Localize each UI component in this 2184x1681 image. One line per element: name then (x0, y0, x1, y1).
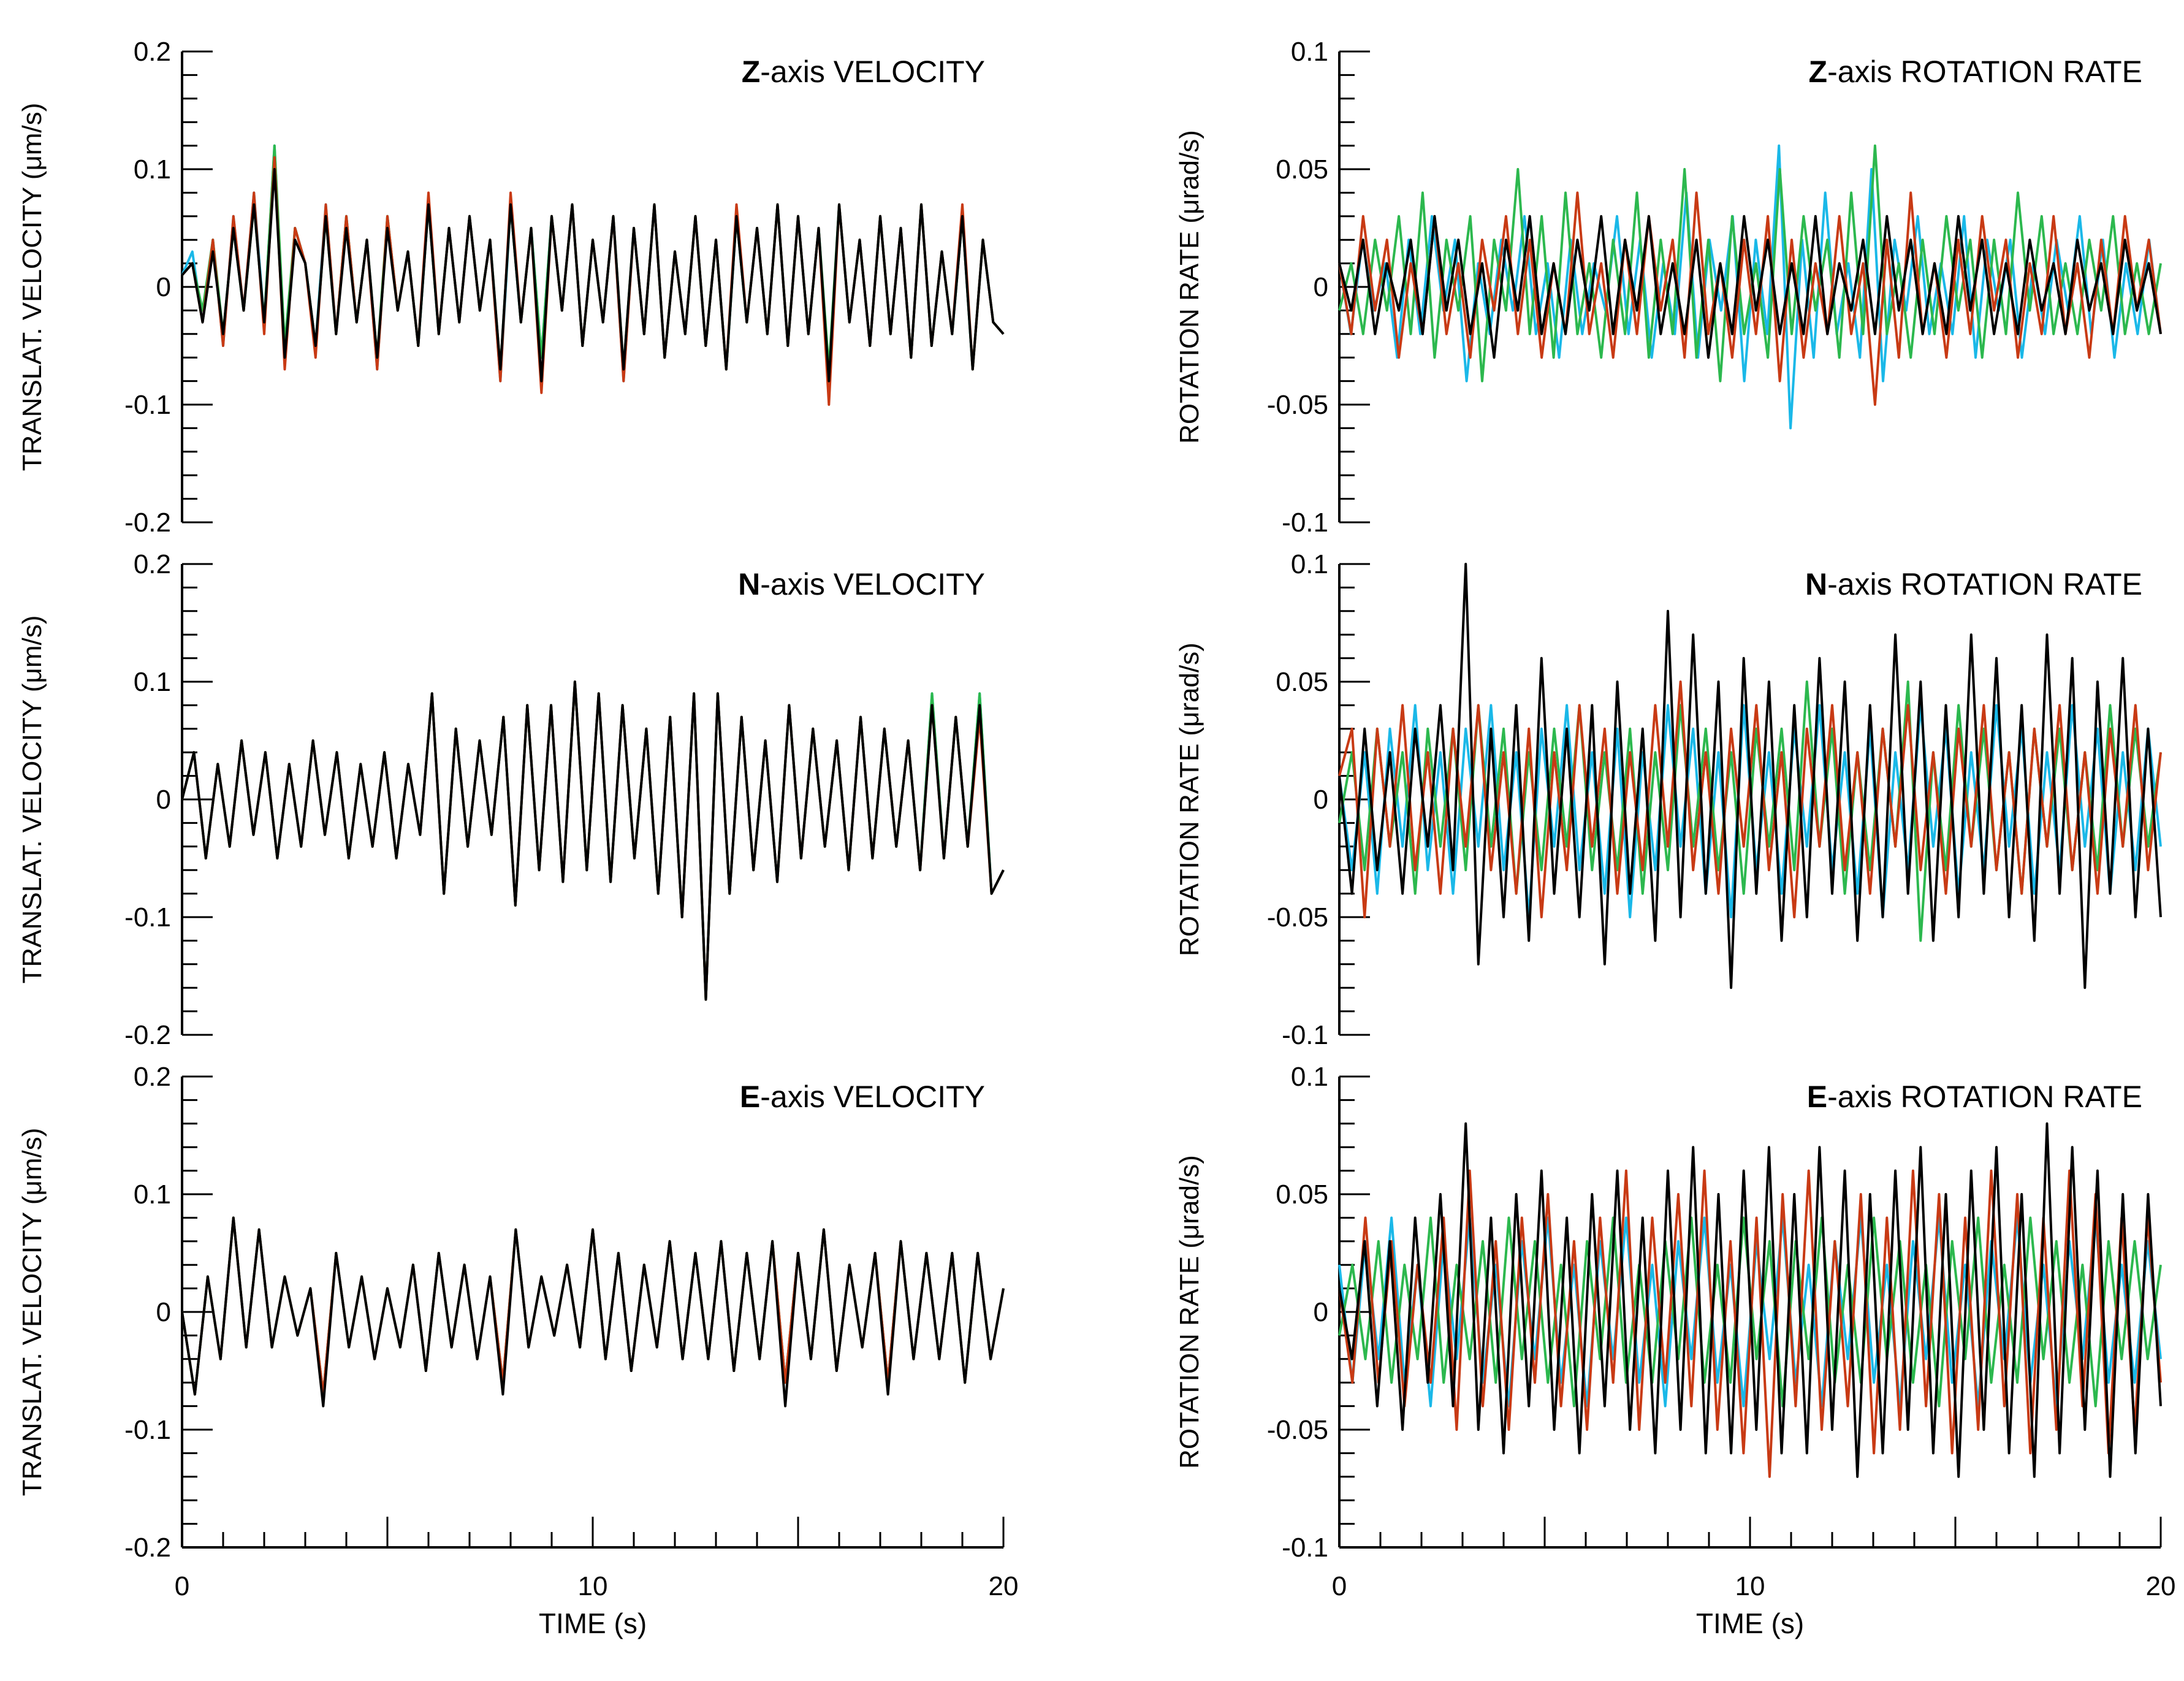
panel-title-axis-letter: N (1805, 567, 1827, 601)
panel-title: E-axis ROTATION RATE (1807, 1080, 2142, 1114)
x-tick-label: 20 (989, 1571, 1019, 1601)
y-axis-title: TRANSLAT. VELOCITY (μm/s) (17, 616, 47, 984)
x-tick-label: 10 (578, 1571, 608, 1601)
panel-n-velocity: 0.2 0.1 0 -0.1 -0.2 TRANSLAT. VELOCITY (μm/s)… (17, 549, 1005, 1050)
panel-n-rotation: 0.1 0.05 0 -0.05 -0.1 ROTATION RATE (μrad/s) N… (1174, 549, 2162, 1050)
series-line-black (1338, 563, 2162, 989)
series-line-black (181, 1216, 1005, 1408)
y-tick-label: -0.05 (1267, 902, 1328, 932)
x-tick-label: 20 (2146, 1571, 2176, 1601)
y-tick-label: 0 (156, 1297, 171, 1327)
y-axis-title: ROTATION RATE (μrad/s) (1174, 130, 1204, 444)
panel-e-rotation: 0.1 0.05 0 -0.05 -0.1 ROTATION RATE (μrad/s) E… (1174, 1062, 2175, 1639)
panel-title: N-axis VELOCITY (738, 567, 985, 601)
y-tick-label: -0.1 (1282, 1020, 1328, 1050)
panel-title-text: -axis VELOCITY (760, 1080, 985, 1114)
panel-title-text: -axis VELOCITY (760, 55, 985, 89)
y-tick-label: 0.05 (1276, 1180, 1328, 1210)
panel-title-text: -axis ROTATION RATE (1827, 1080, 2142, 1114)
panel-z-rotation: 0.1 0.05 0 -0.05 -0.1 ROTATION RATE (μrad/s) Z… (1174, 37, 2162, 538)
panel-e-velocity: 0.2 0.1 0 -0.1 -0.2 TRANSLAT. VELOCITY (μm/s)… (17, 1062, 1018, 1639)
y-tick-label: 0.1 (1291, 549, 1328, 579)
x-axis-title: TIME (s) (1696, 1607, 1804, 1639)
series-line-black (181, 168, 1005, 383)
series-line-red (1338, 1169, 2162, 1478)
y-tick-label: -0.1 (124, 902, 171, 932)
y-axis-title: ROTATION RATE (μrad/s) (1174, 1155, 1204, 1469)
y-tick-label: 0.05 (1276, 154, 1328, 185)
y-tick-label: 0 (1314, 272, 1328, 302)
panel-title-axis-letter: N (738, 567, 760, 601)
panel-title-text: -axis VELOCITY (760, 567, 985, 601)
y-tick-label: 0.1 (1291, 37, 1328, 67)
y-tick-label: 0.2 (134, 37, 171, 67)
y-tick-label: 0 (156, 785, 171, 815)
panel-title-axis-letter: E (740, 1080, 760, 1114)
series-line-black (181, 680, 1005, 1001)
y-tick-label: 0.05 (1276, 667, 1328, 697)
series-line-black (1338, 1122, 2162, 1478)
y-tick-label: -0.1 (1282, 1533, 1328, 1563)
y-tick-label: -0.05 (1267, 1415, 1328, 1445)
y-tick-label: 0.1 (134, 1180, 171, 1210)
y-tick-label: -0.1 (1282, 508, 1328, 538)
panel-title-axis-letter: Z (1809, 55, 1828, 89)
y-tick-label: -0.1 (124, 390, 171, 420)
y-tick-label: 0 (156, 272, 171, 302)
y-tick-label: 0.1 (134, 667, 171, 697)
y-tick-label: 0 (1314, 785, 1328, 815)
y-axis-title: TRANSLAT. VELOCITY (μm/s) (17, 103, 47, 471)
panel-title: Z-axis VELOCITY (742, 55, 985, 89)
panel-title: E-axis VELOCITY (740, 1080, 985, 1114)
panel-title-axis-letter: Z (742, 55, 761, 89)
x-axis-title: TIME (s) (539, 1607, 647, 1639)
panel-title-text: -axis ROTATION RATE (1827, 55, 2142, 89)
x-tick-label: 10 (1735, 1571, 1765, 1601)
x-tick-label: 0 (175, 1571, 189, 1601)
panel-title: Z-axis ROTATION RATE (1809, 55, 2142, 89)
panel-title: N-axis ROTATION RATE (1805, 567, 2142, 601)
y-tick-label: -0.2 (124, 508, 171, 538)
y-tick-label: 0.1 (1291, 1062, 1328, 1092)
y-tick-label: 0.1 (134, 154, 171, 185)
x-tick-label: 0 (1332, 1571, 1347, 1601)
y-tick-label: 0.2 (134, 1062, 171, 1092)
y-tick-label: -0.1 (124, 1415, 171, 1445)
y-tick-label: -0.05 (1267, 390, 1328, 420)
y-axis-title: TRANSLAT. VELOCITY (μm/s) (17, 1128, 47, 1496)
series-line-black (1338, 215, 2162, 359)
y-tick-label: -0.2 (124, 1020, 171, 1050)
panel-title-text: -axis ROTATION RATE (1827, 567, 2142, 601)
y-tick-label: 0.2 (134, 549, 171, 579)
y-tick-label: -0.2 (124, 1533, 171, 1563)
panel-title-axis-letter: E (1807, 1080, 1827, 1114)
y-axis-title: ROTATION RATE (μrad/s) (1174, 642, 1204, 956)
y-tick-label: 0 (1314, 1297, 1328, 1327)
panel-z-velocity: 0.2 0.1 0 -0.1 -0.2 TRANSLAT. VELOCITY (μm/s)… (17, 37, 1005, 538)
